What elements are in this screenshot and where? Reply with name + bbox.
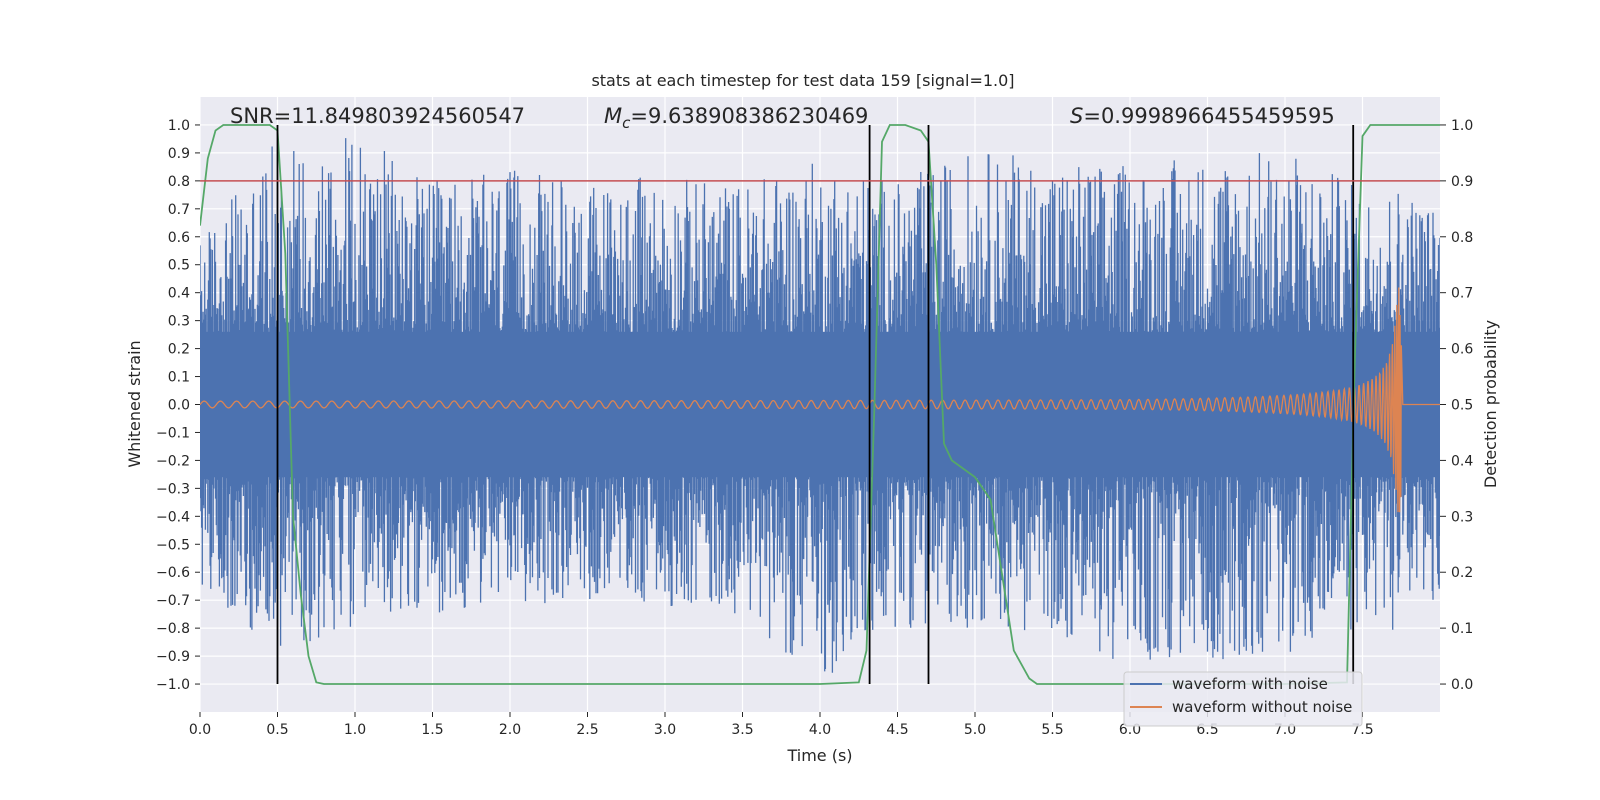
x-tick-label: 0.5 (266, 722, 288, 738)
chirp-mass-annotation: Mc=9.638908386230469 (604, 104, 868, 132)
x-axis-label: Time (s) (786, 746, 852, 765)
x-tick-label: 3.5 (731, 722, 753, 738)
y-tick-label: 0.0 (168, 398, 190, 414)
y-tick-label: −0.8 (156, 621, 190, 637)
y-tick-label: −0.6 (156, 565, 190, 581)
x-tick-label: 1.5 (421, 722, 443, 738)
y2-axis-ticks: 0.0 0.1 0.2 0.3 0.4 0.5 0.6 0.7 0.8 0.9 1.0 (1440, 118, 1473, 693)
legend-label-noise: waveform with noise (1172, 675, 1328, 693)
y-tick-label: −0.9 (156, 649, 190, 665)
legend-label-clean: waveform without noise (1172, 698, 1352, 716)
noise-trace (200, 138, 1440, 673)
clean-waveform-series (200, 287, 1440, 513)
y-tick-label: 0.7 (168, 202, 190, 218)
y2-tick-label: 0.2 (1451, 565, 1473, 581)
y2-tick-label: 0.6 (1451, 342, 1473, 358)
x-tick-label: 5.0 (964, 722, 986, 738)
y-tick-label: −0.4 (156, 509, 190, 525)
chart-title: stats at each timestep for test data 159… (591, 71, 1014, 90)
y2-tick-label: 0.5 (1451, 398, 1473, 414)
y2-tick-label: 1.0 (1451, 118, 1473, 134)
score-annotation: S=0.9998966455459595 (1070, 104, 1335, 128)
y-tick-label: −0.7 (156, 593, 190, 609)
x-tick-label: 3.0 (654, 722, 676, 738)
y2-tick-label: 0.4 (1451, 453, 1473, 469)
y-tick-label: 0.2 (168, 342, 190, 358)
y-tick-label: −1.0 (156, 677, 190, 693)
y-tick-label: −0.3 (156, 481, 190, 497)
y2-tick-label: 0.9 (1451, 174, 1473, 190)
y-tick-label: −0.1 (156, 425, 190, 441)
y-tick-label: 0.4 (168, 286, 190, 302)
y-axis-ticks: −1.0 −0.9 −0.8 −0.7 −0.6 −0.5 −0.4 −0.3 −0.2 −0.1… (156, 118, 200, 693)
x-tick-label: 2.0 (499, 722, 521, 738)
y2-tick-label: 0.3 (1451, 509, 1473, 525)
y2-tick-label: 0.7 (1451, 286, 1473, 302)
y-tick-label: 1.0 (168, 118, 190, 134)
x-tick-label: 1.0 (344, 722, 366, 738)
y-tick-label: 0.6 (168, 230, 190, 246)
detection-markers (276, 124, 1355, 685)
noisy-waveform-series (200, 138, 1440, 673)
chirp-mass-subscript: c (622, 114, 631, 132)
y-tick-label: 0.8 (168, 174, 190, 190)
legend-box (1123, 671, 1363, 727)
score-value: =0.9998966455459595 (1083, 104, 1334, 128)
legend: waveform with noise waveform without noi… (1123, 671, 1363, 727)
clean-trace (200, 287, 1440, 513)
x-tick-label: 2.5 (576, 722, 598, 738)
chirp-mass-value: =9.638908386230469 (630, 104, 868, 128)
y-tick-label: 0.1 (168, 370, 190, 386)
snr-annotation: SNR=11.849803924560547 (230, 104, 525, 128)
y-tick-label: −0.2 (156, 453, 190, 469)
y2-tick-label: 0.8 (1451, 230, 1473, 246)
y-tick-label: 0.5 (168, 258, 190, 274)
y2-axis-label: Detection probability (1481, 320, 1500, 488)
x-tick-label: 4.5 (886, 722, 908, 738)
x-tick-label: 4.0 (809, 722, 831, 738)
y-tick-label: −0.5 (156, 537, 190, 553)
y2-tick-label: 0.1 (1451, 621, 1473, 637)
score-symbol: S (1070, 104, 1083, 128)
x-tick-label: 0.0 (189, 722, 211, 738)
x-tick-label: 5.5 (1041, 722, 1063, 738)
chirp-mass-symbol: M (604, 104, 622, 128)
y2-tick-label: 0.0 (1451, 677, 1473, 693)
y-tick-label: 0.9 (168, 146, 190, 162)
y-tick-label: 0.3 (168, 314, 190, 330)
y-axis-label: Whitened strain (125, 340, 144, 467)
